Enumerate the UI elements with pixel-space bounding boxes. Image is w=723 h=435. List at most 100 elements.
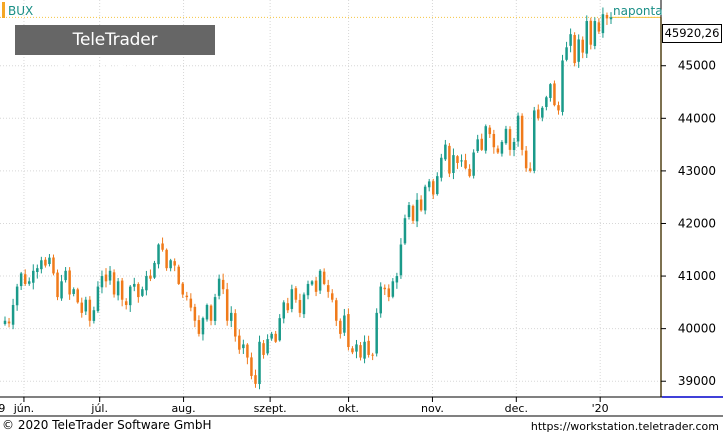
candle-down — [326, 285, 330, 292]
candle-up — [516, 115, 520, 142]
candle-down — [359, 345, 362, 358]
candle-down — [225, 289, 229, 321]
candle-down — [52, 257, 55, 274]
candle-down — [254, 375, 257, 384]
copyright-text: © 2020 TeleTrader Software GmbH — [2, 418, 212, 432]
candle-up — [290, 289, 294, 309]
period-label[interactable]: naponta — [613, 4, 663, 18]
candle-down — [335, 300, 338, 321]
candle-down — [250, 357, 253, 376]
candle-down — [161, 243, 164, 250]
candle-down — [431, 181, 435, 195]
candle-up — [460, 160, 463, 162]
grid-lines — [0, 0, 662, 397]
candle-up — [100, 276, 104, 288]
candle-up — [318, 270, 322, 291]
candle-down — [387, 288, 391, 298]
candle-up — [601, 14, 605, 34]
candle-up — [391, 281, 395, 297]
candle-down — [411, 205, 415, 221]
candle-down — [347, 314, 350, 348]
candle-up — [577, 39, 580, 62]
series-name-label[interactable]: BUX — [8, 4, 34, 18]
watermark-bold-text: WorkStation — [56, 60, 174, 80]
candle-down — [149, 275, 152, 279]
candle-down — [7, 321, 11, 324]
candle-up — [379, 286, 382, 314]
candle-up — [217, 278, 221, 296]
candle-up — [375, 312, 378, 354]
candle-down — [339, 320, 342, 334]
candle-down — [496, 148, 500, 153]
candle-down — [286, 303, 290, 311]
candle-up — [19, 273, 23, 287]
candle-up — [545, 97, 548, 107]
x-tick-label: '19 — [0, 402, 5, 415]
candle-down — [221, 279, 225, 290]
candle-up — [169, 260, 172, 269]
candle-down — [508, 129, 512, 150]
candle-up — [72, 289, 75, 294]
candle-up — [541, 107, 544, 118]
candle-up — [310, 281, 314, 285]
candle-up — [258, 341, 261, 385]
candle-down — [528, 168, 532, 171]
candle-up — [415, 199, 419, 222]
candle-up — [11, 304, 15, 325]
y-tick-label: 41000 — [678, 269, 716, 283]
candle-down — [553, 83, 556, 106]
candle-up — [141, 289, 144, 296]
candle-down — [137, 284, 140, 298]
candle-up — [585, 21, 589, 54]
candle-up — [15, 286, 19, 306]
candle-up — [565, 47, 568, 60]
candle-down — [557, 105, 560, 111]
candle-down — [524, 150, 528, 169]
candle-up — [427, 181, 431, 188]
candle-up — [145, 276, 148, 291]
y-tick-label: 43000 — [678, 164, 716, 178]
x-tick-label: okt. — [338, 402, 359, 415]
y-tick-label: 44000 — [678, 111, 716, 125]
candle-down — [322, 271, 326, 284]
y-tick-label: 42000 — [678, 216, 716, 230]
teletrader-watermark: TeleTrader WorkStation — [15, 25, 215, 80]
candle-up — [609, 17, 613, 20]
candle-down — [197, 320, 201, 334]
candle-up — [476, 139, 479, 152]
candle-up — [403, 218, 407, 244]
candle-down — [76, 289, 79, 303]
watermark-light-text: TeleTrader — [72, 30, 158, 50]
candle-down — [294, 288, 298, 300]
candle-up — [116, 281, 120, 296]
x-tick-label: dec. — [505, 402, 528, 415]
candle-down — [330, 293, 334, 300]
candle-up — [213, 297, 217, 321]
candle-down — [44, 259, 47, 266]
candle-up — [153, 262, 156, 278]
candle-up — [201, 318, 205, 335]
candle-up — [472, 152, 475, 176]
x-tick-label: jún. — [13, 402, 35, 415]
candle-up — [133, 283, 136, 287]
candle-down — [112, 272, 116, 295]
candle-down — [367, 340, 370, 355]
candle-down — [185, 295, 189, 298]
candle-up — [549, 84, 552, 98]
candle-up — [157, 244, 160, 265]
source-url-link[interactable]: https://workstation.teletrader.com — [530, 420, 719, 433]
candle-down — [234, 313, 237, 337]
candle-down — [274, 333, 277, 342]
candle-down — [419, 199, 423, 211]
candle-up — [3, 320, 7, 324]
candle-down — [488, 127, 492, 135]
candle-up — [532, 110, 536, 171]
candle-down — [238, 335, 241, 350]
candle-up — [40, 260, 43, 270]
candle-up — [60, 281, 63, 299]
candle-down — [298, 299, 302, 313]
candles — [3, 7, 613, 390]
candle-down — [56, 272, 59, 298]
candle-down — [448, 145, 451, 174]
